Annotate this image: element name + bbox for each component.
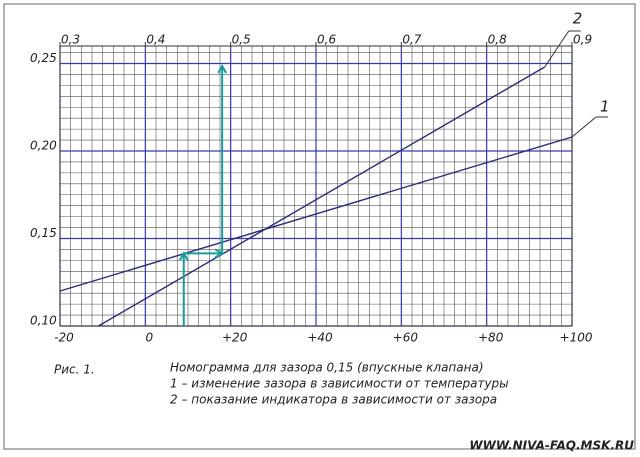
y-tick-label: 0,15 — [30, 226, 57, 240]
watermark: WWW.NIVA-FAQ.MSK.RU — [469, 439, 634, 453]
plot-border — [59, 45, 573, 327]
series-label: 1 — [600, 98, 610, 116]
y-tick-label: 0,10 — [30, 314, 57, 328]
x-tick-label: +20 — [222, 331, 248, 345]
x2-tick-label: 0,3 — [61, 33, 80, 47]
x2-tick-label: 0,4 — [146, 33, 165, 47]
leader-line — [571, 116, 597, 138]
arrow-head — [178, 251, 189, 261]
caption-label: Рис. 1. — [54, 363, 95, 377]
chart-title: Номограмма для зазора 0,15 (впускные кла… — [170, 361, 484, 375]
frame — [3, 3, 636, 450]
x2-tick-label: 0,9 — [573, 33, 592, 47]
x-tick-label: +40 — [307, 331, 333, 345]
x-tick-label: +80 — [478, 331, 504, 345]
note: 1 – изменение зазора в зависимости от те… — [170, 377, 509, 391]
series-line — [59, 136, 573, 292]
note: 2 – показание индикатора в зависимости о… — [170, 393, 497, 407]
x2-tick-label: 0,5 — [232, 33, 251, 47]
leader-line — [544, 30, 570, 68]
x-tick-label: -20 — [54, 331, 74, 345]
x2-tick-label: 0,7 — [402, 33, 421, 47]
series-label: 2 — [573, 10, 583, 28]
y-tick-label: 0,25 — [30, 51, 57, 65]
x-tick-label: +100 — [560, 331, 593, 345]
x2-tick-label: 0,6 — [317, 33, 336, 47]
series-line — [98, 66, 546, 327]
x-tick-label: 0 — [146, 331, 154, 345]
x2-tick-label: 0,8 — [488, 33, 507, 47]
x-tick-label: +60 — [393, 331, 419, 345]
y-tick-label: 0,20 — [30, 139, 57, 153]
arrow-head — [217, 63, 228, 74]
arrow-head — [214, 248, 225, 259]
